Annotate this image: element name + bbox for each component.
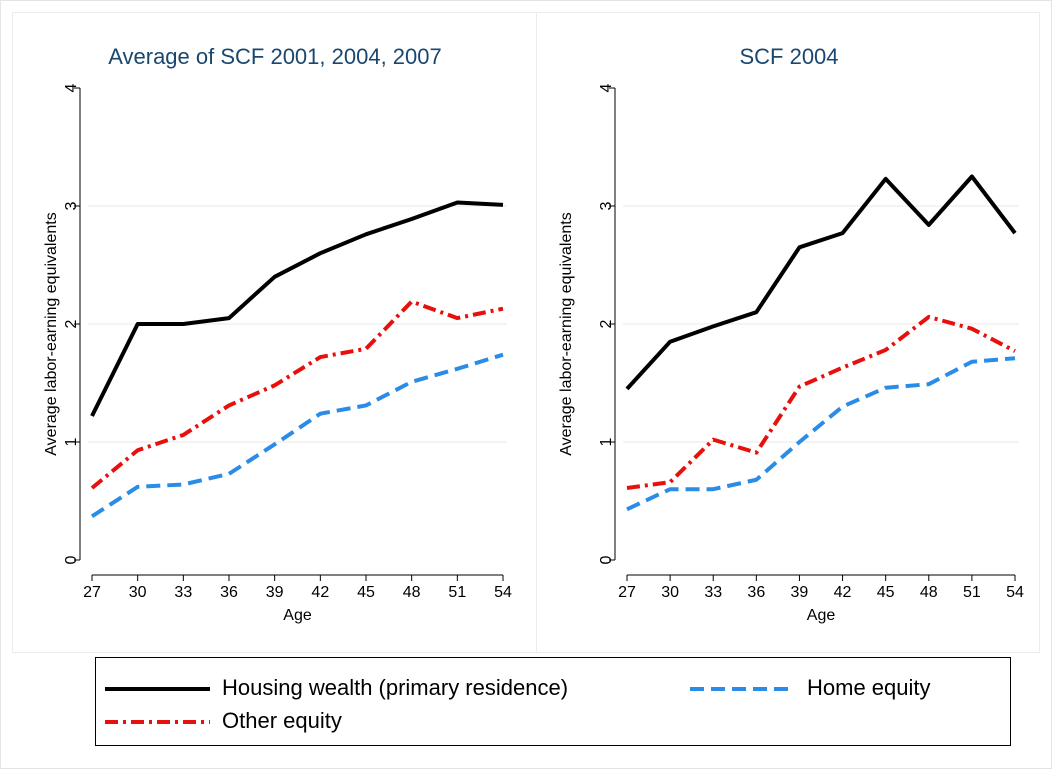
y-tick-label: 1 xyxy=(63,437,80,446)
series-line xyxy=(625,174,1017,391)
x-tick-label: 33 xyxy=(704,584,722,601)
x-tick-label: 36 xyxy=(747,584,765,601)
x-tick-label: 45 xyxy=(357,584,375,601)
panel-frame xyxy=(12,12,537,653)
chart-title: SCF 2004 xyxy=(739,44,838,69)
y-tick-label: 4 xyxy=(63,83,80,92)
x-tick-label: 42 xyxy=(834,584,852,601)
y-tick-label: 1 xyxy=(598,437,615,446)
y-tick-label: 0 xyxy=(598,555,615,564)
x-tick-label: 33 xyxy=(174,584,192,601)
x-tick-label: 51 xyxy=(448,584,466,601)
legend-label: Home equity xyxy=(807,675,931,700)
x-tick-label: 39 xyxy=(266,584,284,601)
x-tick-label: 48 xyxy=(920,584,938,601)
y-tick-label: 3 xyxy=(63,201,80,210)
x-tick-label: 30 xyxy=(129,584,147,601)
x-tick-label: 27 xyxy=(618,584,636,601)
y-tick-label: 2 xyxy=(598,319,615,328)
legend-box xyxy=(95,657,1011,746)
series-line xyxy=(626,356,1016,512)
y-axis-label: Average labor-earning equivalents xyxy=(558,212,575,455)
chart-title: Average of SCF 2001, 2004, 2007 xyxy=(108,44,442,69)
x-tick-label: 42 xyxy=(311,584,329,601)
y-axis-label: Average labor-earning equivalents xyxy=(43,212,60,455)
x-tick-label: 51 xyxy=(963,584,981,601)
x-tick-label: 54 xyxy=(494,584,512,601)
x-axis-label: Age xyxy=(283,607,312,624)
x-tick-label: 39 xyxy=(791,584,809,601)
x-tick-label: 54 xyxy=(1006,584,1024,601)
x-tick-label: 30 xyxy=(661,584,679,601)
y-tick-label: 4 xyxy=(598,83,615,92)
legend-label: Other equity xyxy=(222,708,342,733)
series-line xyxy=(90,200,504,417)
x-tick-label: 27 xyxy=(83,584,101,601)
x-tick-label: 48 xyxy=(403,584,421,601)
y-tick-label: 0 xyxy=(63,555,80,564)
series-line xyxy=(90,299,504,490)
legend-label: Housing wealth (primary residence) xyxy=(222,675,568,700)
x-axis-label: Age xyxy=(807,607,836,624)
panel-frame xyxy=(536,12,1040,653)
x-tick-label: 45 xyxy=(877,584,895,601)
y-tick-label: 3 xyxy=(598,201,615,210)
series-line xyxy=(626,314,1016,491)
y-tick-label: 2 xyxy=(63,319,80,328)
x-tick-label: 36 xyxy=(220,584,238,601)
